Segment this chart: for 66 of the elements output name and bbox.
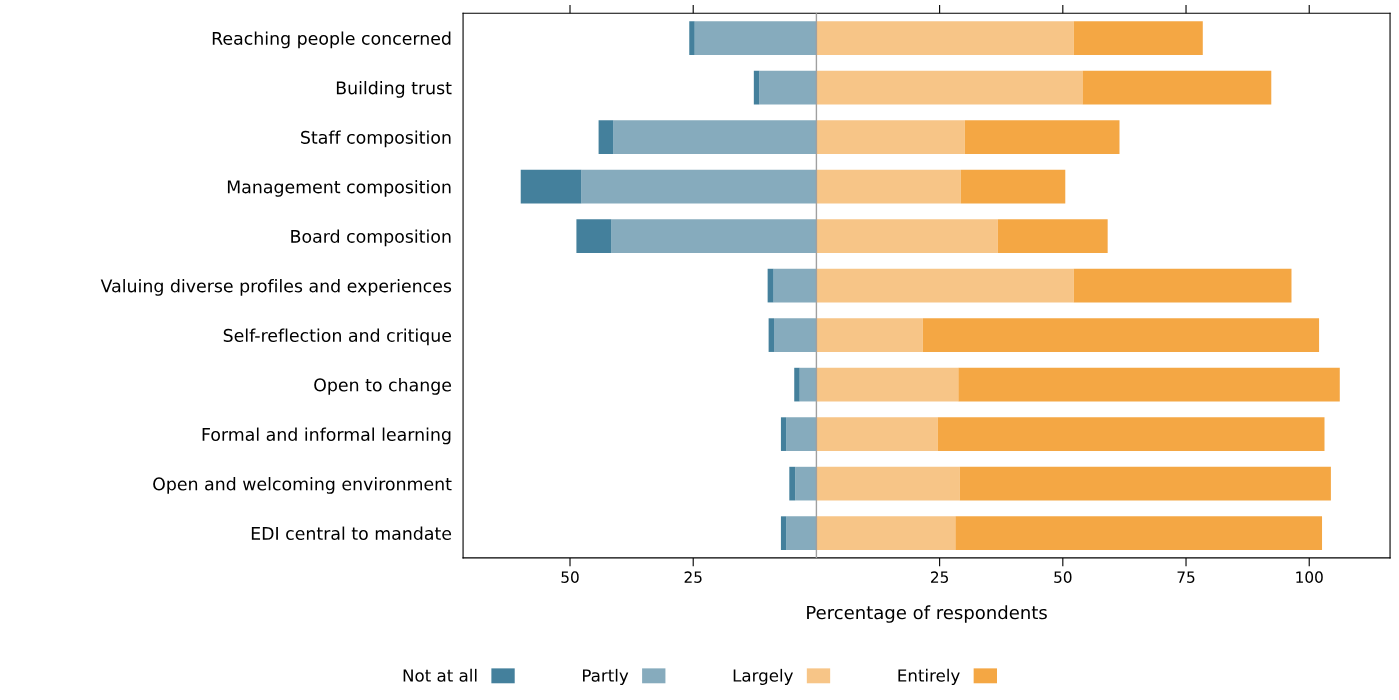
bar: [816, 318, 923, 352]
bar: [799, 367, 817, 402]
bar: [1082, 70, 1272, 105]
x-tick-label: 75: [1177, 571, 1195, 583]
bar: [958, 367, 1340, 402]
legend-label: Not at all: [403, 668, 477, 682]
y-tick-label: Building trust: [336, 80, 452, 98]
bar: [794, 367, 800, 402]
y-tick-label: Self-reflection and critique: [223, 328, 452, 346]
x-tick-label: 50: [561, 571, 579, 583]
x-tick-label: 25: [931, 571, 948, 583]
bar: [816, 120, 965, 154]
bar: [520, 169, 582, 204]
bar: [786, 417, 817, 451]
y-tick-label: Open to change: [314, 378, 452, 395]
bar: [576, 219, 612, 253]
y-tick-label: Valuing diverse profiles and experiences: [100, 279, 452, 296]
bar: [694, 21, 817, 55]
bar: [773, 268, 817, 303]
bar: [816, 21, 1074, 55]
x-tick-label: 100: [1296, 571, 1323, 583]
x-axis-title: Percentage of respondents: [807, 605, 1047, 623]
bar: [753, 70, 760, 105]
bar: [581, 169, 817, 204]
bar: [937, 417, 1325, 451]
bar: [955, 516, 1323, 550]
y-tick-label: Formal and informal learning: [202, 427, 451, 445]
bar: [997, 219, 1108, 253]
legend-label: Entirely: [898, 668, 960, 685]
bar: [611, 219, 817, 253]
y-tick-label: Open and welcoming environment: [153, 477, 452, 494]
legend-label: Largely: [733, 668, 793, 685]
bar: [816, 219, 998, 253]
bar: [816, 268, 1074, 303]
y-tick-label: Board composition: [291, 229, 451, 247]
bar: [959, 466, 1331, 501]
x-tick-label: 50: [1054, 571, 1072, 583]
bar: [774, 318, 817, 352]
bar: [789, 466, 796, 501]
bar: [1073, 21, 1203, 55]
bar: [816, 466, 960, 501]
bar: [613, 120, 817, 154]
y-tick-label: Reaching people concerned: [212, 31, 451, 49]
bar: [598, 120, 614, 154]
x-tick-label: 25: [684, 571, 702, 583]
bar: [816, 417, 938, 451]
bar: [922, 318, 1320, 352]
bar: [768, 318, 775, 352]
bar: [786, 516, 817, 550]
bar: [759, 70, 817, 105]
bar: [689, 21, 695, 55]
y-tick-label: Staff composition: [301, 130, 451, 148]
bar: [816, 169, 961, 204]
y-tick-label: Management composition: [227, 179, 451, 197]
bar: [1073, 268, 1292, 303]
bar: [767, 268, 774, 303]
bar: [816, 367, 959, 402]
y-tick-label: EDI central to mandate: [251, 526, 452, 540]
bar: [780, 417, 787, 451]
bar: [795, 466, 817, 501]
bar: [780, 516, 787, 550]
bar: [816, 70, 1083, 105]
legend-label: Partly: [583, 668, 629, 685]
bar: [964, 120, 1120, 154]
bar: [960, 169, 1066, 204]
bar: [816, 516, 956, 550]
